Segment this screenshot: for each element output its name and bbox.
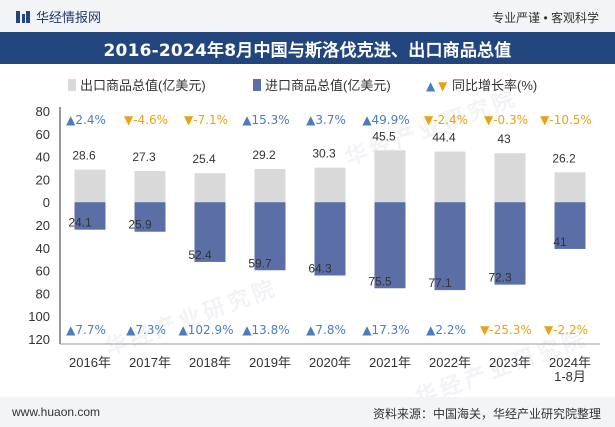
export-value-label: 25.4 (192, 152, 216, 166)
import-bar (554, 202, 586, 249)
logo-icon (16, 10, 30, 23)
x-tick-label: 2017年 (129, 355, 171, 370)
import-growth-label: ▼-25.3% (480, 323, 532, 337)
y-tick-label: 60 (36, 264, 50, 279)
top-bar: 华经情报网 专业严谨 • 客观科学 (0, 0, 615, 32)
x-tick-label: 2022年 (429, 355, 471, 370)
export-value-label: 44.4 (432, 131, 456, 145)
chart-title: 2016-2024年8月中国与斯洛伐克进、出口商品总值 (103, 40, 512, 61)
export-value-label: 29.2 (252, 148, 276, 162)
y-tick-label: 80 (36, 286, 50, 301)
import-value-label: 25.9 (128, 218, 152, 232)
export-growth-label: ▼-2.4% (424, 113, 468, 127)
import-growth-label: ▲2.2% (426, 323, 466, 337)
export-bar (554, 172, 586, 203)
export-growth-label: ▲2.4% (66, 113, 106, 127)
export-bar (494, 153, 526, 203)
export-growth-label: ▲49.9% (362, 113, 409, 127)
import-bar (134, 202, 166, 232)
legend-down-icon: ▼ (438, 79, 448, 93)
footer: www.huaon.com 资料来源：中国海关，华经产业研究院整理 (0, 397, 615, 427)
export-value-label: 27.3 (132, 150, 156, 164)
x-tick-label: 2019年 (249, 355, 291, 370)
export-bar (374, 150, 406, 203)
import-bar (254, 202, 286, 271)
x-tick-label: 2021年 (369, 355, 411, 370)
x-tick-label: 1-8月 (554, 369, 586, 384)
import-value-label: 72.3 (488, 271, 512, 285)
import-value-label: 75.5 (368, 274, 392, 288)
legend-swatch-1 (253, 79, 261, 91)
export-growth-label: ▼-7.1% (184, 113, 228, 127)
import-value-label: 77.1 (428, 276, 452, 290)
export-bar (254, 168, 286, 203)
brand-name: 华经情报网 (36, 10, 102, 25)
import-growth-label: ▼-2.2% (544, 323, 588, 337)
export-bar (314, 167, 346, 203)
import-value-label: 41 (553, 235, 567, 249)
footer-source: 资料来源：中国海关，华经产业研究院整理 (372, 407, 601, 421)
export-value-label: 43 (497, 132, 511, 146)
chart: 出口商品总值(亿美元) 进口商品总值(亿美元) ▲ ▼ 同比增长率(%) 80 60 40 20… (28, 78, 600, 384)
import-bar (194, 202, 226, 262)
export-bar (134, 171, 166, 203)
export-growth-label: ▼-0.3% (484, 113, 528, 127)
y-tick-label: 80 (36, 104, 50, 119)
import-growth-label: ▲17.3% (362, 323, 409, 337)
export-value-label: 30.3 (312, 147, 336, 161)
y-tick-label: 100 (28, 309, 50, 324)
legend-growth-label: 同比增长率(%) (452, 78, 537, 93)
import-value-label: 59.7 (248, 256, 272, 270)
legend-swatch-0 (68, 79, 76, 91)
import-value-label: 52.4 (188, 248, 212, 262)
import-growth-label: ▲102.9% (179, 323, 234, 337)
y-tick-label: 0 (43, 195, 50, 210)
footer-url[interactable]: www.huaon.com (12, 405, 101, 419)
import-value-label: 64.3 (308, 262, 332, 276)
brand-tagline: 专业严谨 • 客观科学 (492, 11, 599, 25)
import-growth-label: ▲7.7% (66, 323, 106, 337)
y-tick-label: 40 (36, 241, 50, 256)
x-tick-label: 2016年 (69, 355, 111, 370)
legend-up-icon: ▲ (426, 79, 436, 93)
import-growth-label: ▲13.8% (242, 323, 289, 337)
export-growth-label: ▲15.3% (242, 113, 289, 127)
import-bar (314, 202, 346, 276)
import-growth-label: ▲7.8% (306, 323, 346, 337)
import-bar (374, 202, 406, 289)
legend-label-1: 进口商品总值(亿美元) (265, 78, 391, 93)
x-tick-label: 2024年 (549, 355, 591, 370)
export-value-label: 26.2 (552, 151, 576, 165)
import-bar (494, 202, 526, 285)
x-tick-label: 2023年 (489, 355, 531, 370)
export-growth-label: ▲3.7% (306, 113, 346, 127)
y-tick-label: 60 (36, 127, 50, 142)
export-bar (74, 169, 106, 203)
legend-label-0: 出口商品总值(亿美元) (80, 78, 206, 93)
export-bar (434, 151, 466, 203)
export-value-label: 45.5 (372, 129, 396, 143)
export-value-label: 28.6 (72, 149, 96, 163)
brand[interactable]: 华经情报网 (16, 7, 101, 26)
x-tick-label: 2018年 (189, 355, 231, 370)
import-growth-label: ▲7.3% (126, 323, 166, 337)
import-bar (74, 202, 106, 230)
export-bar (194, 173, 226, 203)
y-tick-label: 20 (36, 218, 50, 233)
x-tick-label: 2020年 (309, 355, 351, 370)
y-tick-label: 120 (28, 332, 50, 347)
y-tick-label: 40 (36, 150, 50, 165)
import-value-label: 24.1 (68, 216, 92, 230)
export-growth-label: ▼-4.6% (124, 113, 168, 127)
import-bar (434, 202, 466, 291)
title-bar: 2016-2024年8月中国与斯洛伐克进、出口商品总值 (0, 32, 615, 64)
export-growth-label: ▼-10.5% (540, 113, 592, 127)
y-tick-label: 20 (36, 172, 50, 187)
